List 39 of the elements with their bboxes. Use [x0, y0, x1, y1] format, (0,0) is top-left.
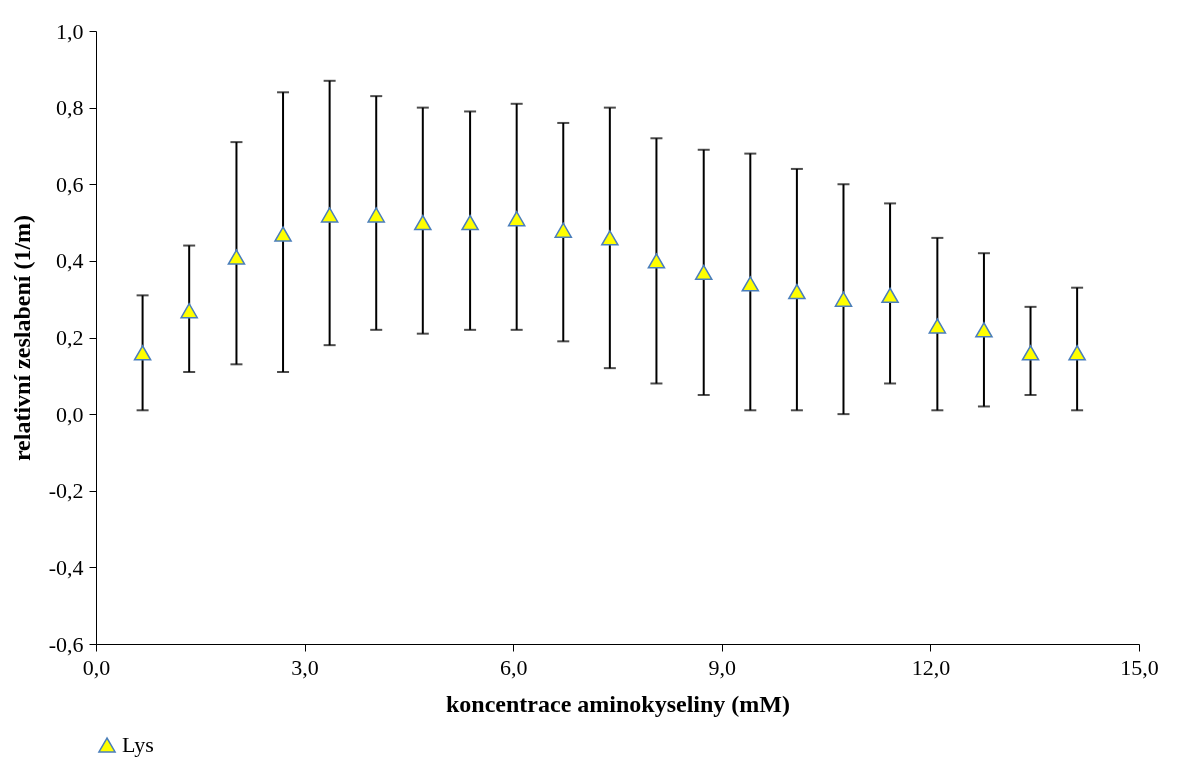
point: [367, 207, 386, 223]
y-tick-label: -0,4: [48, 554, 84, 580]
x-tick-label: 15,0: [1120, 654, 1159, 680]
point: [647, 253, 666, 269]
x-tick-label: 3,0: [291, 654, 319, 680]
y-tick-label: 0,0: [56, 401, 84, 427]
y-tick-label: 0,2: [56, 325, 84, 350]
y-tick-label: 0,6: [56, 171, 84, 197]
point: [554, 222, 573, 238]
point: [320, 207, 339, 223]
point: [601, 230, 619, 246]
point: [413, 214, 432, 231]
point: [180, 302, 198, 319]
y-tick-label: -0,6: [48, 631, 84, 657]
x-tick-label: 6,0: [499, 654, 528, 680]
y-tick-label: 0,4: [56, 248, 84, 274]
point: [274, 226, 292, 242]
point: [975, 322, 993, 338]
point: [741, 276, 760, 292]
point: [461, 214, 479, 231]
x-tick-label: 9,0: [708, 654, 737, 680]
point: [227, 249, 246, 265]
point: [694, 264, 713, 281]
legend-label: Lys: [122, 732, 154, 757]
y-tick-label: -0,2: [48, 478, 84, 504]
point: [834, 291, 853, 307]
x-tick-label: 0,0: [82, 654, 111, 680]
y-tick-label: 0,8: [56, 95, 84, 121]
point: [788, 283, 806, 300]
point: [1068, 345, 1086, 361]
point: [928, 318, 947, 334]
y-tick-label: 1,0: [56, 18, 84, 44]
x-axis-title: koncentrace aminokyseliny (mM): [446, 690, 790, 717]
point: [507, 211, 526, 227]
y-axis-title: relativní zeslabení (1/m): [8, 214, 35, 462]
point: [881, 287, 899, 304]
point: [1021, 345, 1040, 361]
x-tick-label: 12,0: [911, 654, 951, 680]
point: [133, 345, 152, 361]
